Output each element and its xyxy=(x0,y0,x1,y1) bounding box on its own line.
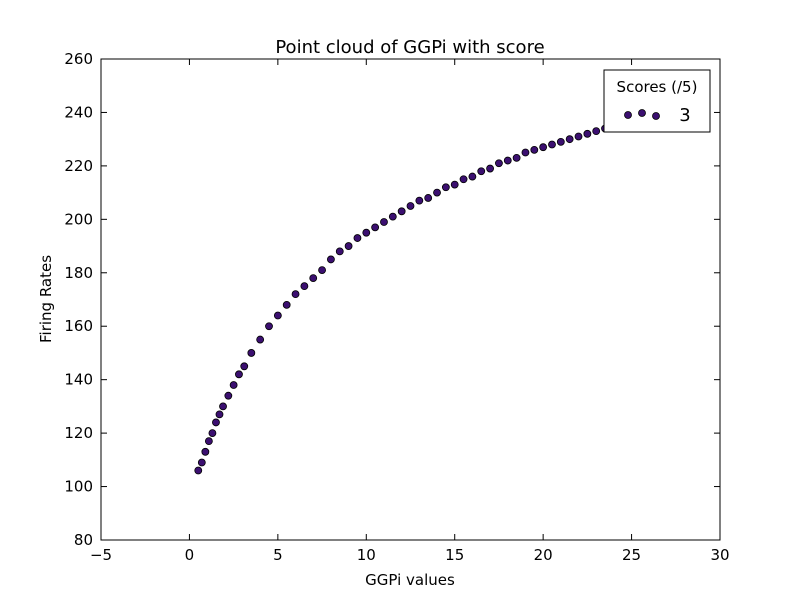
data-point xyxy=(318,266,326,275)
data-point xyxy=(477,167,486,176)
y-tick-label: 200 xyxy=(64,210,93,228)
data-point xyxy=(388,212,397,221)
x-tick-label: 0 xyxy=(185,546,195,564)
legend-entry-label: 3 xyxy=(679,105,690,126)
data-point xyxy=(539,143,548,152)
data-point xyxy=(512,153,521,162)
data-point xyxy=(450,180,459,189)
data-point xyxy=(208,429,217,438)
data-point xyxy=(415,196,424,205)
data-point xyxy=(459,175,468,184)
data-point xyxy=(344,242,353,250)
y-tick-label: 220 xyxy=(64,157,93,175)
data-point xyxy=(441,183,450,192)
data-point xyxy=(327,255,335,264)
data-point xyxy=(380,218,388,226)
data-point xyxy=(265,322,273,331)
legend: Scores (/5) 3 xyxy=(603,69,711,133)
data-point xyxy=(574,132,583,141)
ticks-layer: −5 0 5 10 15 20 25 30 80 100 120 140 160 180 200 220 240… xyxy=(64,50,729,564)
data-point xyxy=(273,311,282,320)
data-point xyxy=(219,402,227,411)
x-tick-label: 20 xyxy=(534,546,553,564)
legend-marker-3 xyxy=(652,112,660,120)
data-point xyxy=(215,410,224,419)
data-point xyxy=(495,159,503,168)
legend-title: Scores (/5) xyxy=(617,78,698,96)
data-point xyxy=(309,274,318,283)
data-point xyxy=(397,207,406,216)
data-point xyxy=(592,127,601,136)
x-tick-label: −5 xyxy=(90,546,112,564)
data-point xyxy=(406,202,415,210)
y-tick-label: 120 xyxy=(64,424,93,442)
points-layer xyxy=(194,121,618,475)
data-point xyxy=(371,223,380,232)
data-point xyxy=(433,188,441,197)
y-axis-label: Firing Rates xyxy=(37,255,55,343)
plot-frame xyxy=(100,58,721,541)
data-point xyxy=(521,148,530,157)
data-point xyxy=(486,164,494,173)
y-tick-label: 160 xyxy=(64,317,93,335)
data-point xyxy=(353,234,362,242)
data-point xyxy=(565,135,574,144)
data-point xyxy=(530,145,539,154)
data-point xyxy=(291,290,300,299)
data-point xyxy=(247,349,256,357)
data-point xyxy=(362,228,371,237)
x-tick-label: 5 xyxy=(273,546,283,564)
data-point xyxy=(212,418,220,427)
data-point xyxy=(229,381,238,389)
x-tick-label: 15 xyxy=(445,546,464,564)
legend-marker-1 xyxy=(624,111,632,119)
y-tick-label: 180 xyxy=(64,264,93,282)
data-point xyxy=(300,282,309,291)
x-tick-label: 10 xyxy=(357,546,376,564)
data-point xyxy=(204,437,213,446)
data-point xyxy=(256,335,265,344)
data-point xyxy=(424,194,433,202)
data-point xyxy=(282,300,291,309)
y-tick-label: 260 xyxy=(64,50,93,68)
y-tick-label: 80 xyxy=(74,531,93,549)
data-point xyxy=(197,458,206,467)
chart-title: Point cloud of GGPi with score xyxy=(275,37,544,58)
data-point xyxy=(468,172,477,181)
legend-marker-2 xyxy=(638,109,646,117)
x-tick-label: 30 xyxy=(710,546,729,564)
x-axis-label: GGPi values xyxy=(365,571,455,589)
data-point xyxy=(201,447,210,456)
y-tick-label: 240 xyxy=(64,103,93,121)
data-point xyxy=(548,140,556,149)
data-point xyxy=(335,247,344,256)
data-point xyxy=(240,362,249,371)
data-point xyxy=(556,137,565,146)
data-point xyxy=(224,391,233,400)
data-point xyxy=(583,129,592,138)
data-point xyxy=(235,370,243,379)
data-point xyxy=(503,156,512,165)
y-tick-label: 100 xyxy=(64,478,93,496)
data-point xyxy=(194,466,203,475)
x-tick-label: 25 xyxy=(622,546,641,564)
y-tick-label: 140 xyxy=(64,371,93,389)
legend-box xyxy=(603,69,711,133)
